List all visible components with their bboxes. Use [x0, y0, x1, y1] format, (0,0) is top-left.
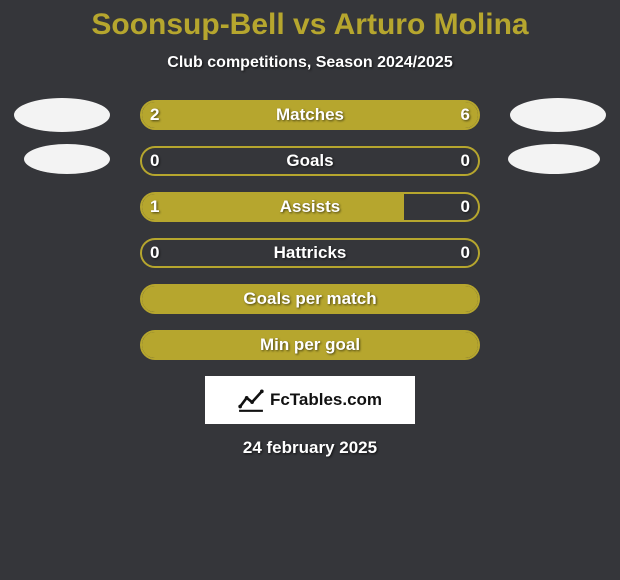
bar-left — [142, 286, 478, 312]
bar-right — [216, 102, 478, 128]
stat-row: Matches26 — [0, 100, 620, 130]
stat-row: Goals00 — [0, 146, 620, 176]
player-avatar-left-2 — [24, 144, 110, 174]
brand-text: FcTables.com — [270, 390, 382, 410]
page-title: Soonsup-Bell vs Arturo Molina — [0, 8, 620, 42]
player-avatar-right-top — [510, 98, 606, 132]
date-label: 24 february 2025 — [0, 438, 620, 458]
bar-left — [142, 194, 404, 220]
brand-box[interactable]: FcTables.com — [205, 376, 415, 424]
bar-left — [142, 332, 478, 358]
bar-track — [140, 192, 480, 222]
player-avatar-right-2 — [508, 144, 600, 174]
subtitle: Club competitions, Season 2024/2025 — [0, 54, 620, 72]
bar-track — [140, 146, 480, 176]
player-avatar-left — [14, 98, 110, 132]
bar-track — [140, 238, 480, 268]
brand-logo-icon — [238, 387, 264, 413]
bar-track — [140, 330, 480, 360]
stat-row: Hattricks00 — [0, 238, 620, 268]
comparison-card: Soonsup-Bell vs Arturo Molina Club compe… — [0, 0, 620, 458]
bar-track — [140, 100, 480, 130]
stat-row: Goals per match — [0, 284, 620, 314]
bar-left — [142, 102, 216, 128]
stat-row: Assists10 — [0, 192, 620, 222]
stat-rows: Matches26 Goals00 Assists10 Hattricks00 Goal… — [0, 100, 620, 360]
bar-track — [140, 284, 480, 314]
stat-row: Min per goal — [0, 330, 620, 360]
